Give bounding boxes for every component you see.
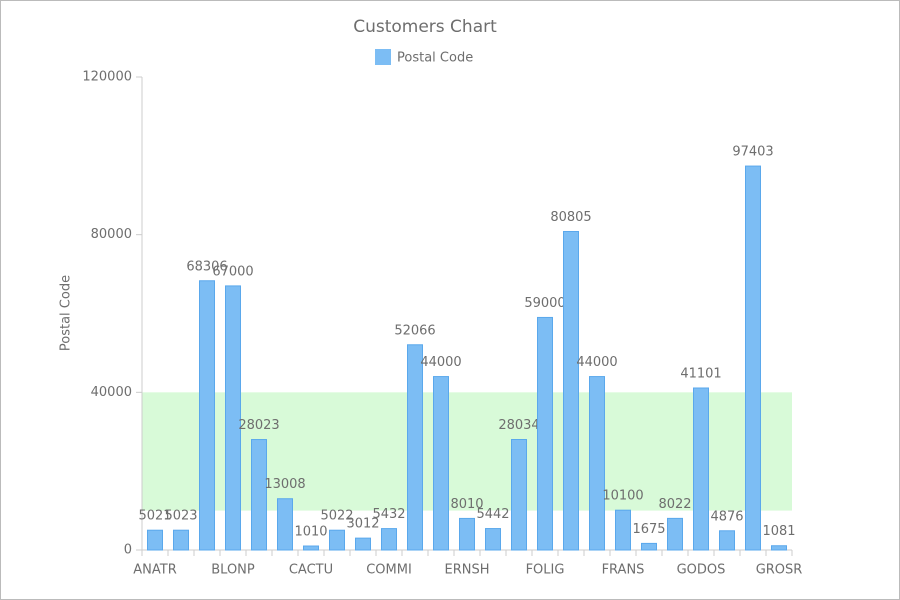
x-tick-label: FRANS: [602, 563, 645, 578]
y-axis-label: Postal Code: [59, 275, 74, 351]
data-label: 28023: [238, 418, 279, 433]
bar: [199, 280, 215, 551]
bar: [589, 376, 605, 551]
data-label: 1675: [632, 522, 665, 537]
data-label: 97403: [732, 145, 773, 160]
data-label: 5023: [164, 509, 197, 524]
data-label: 1010: [294, 525, 327, 540]
x-tick-label: ANATR: [133, 563, 176, 578]
y-tick-label: 120000: [82, 70, 132, 85]
bar: [173, 529, 189, 551]
x-tick-label: CACTU: [289, 563, 333, 578]
data-label: 5022: [320, 509, 353, 524]
bar: [147, 529, 163, 551]
data-label: 10100: [602, 489, 643, 504]
bar: [641, 542, 657, 551]
data-label: 80805: [550, 210, 591, 225]
y-tick-label: 80000: [91, 227, 132, 242]
y-tick-label: 40000: [91, 385, 132, 400]
bar: [459, 517, 475, 551]
bar: [615, 509, 631, 551]
bar: [693, 387, 709, 551]
bar: [563, 230, 579, 551]
data-label: 5442: [476, 507, 509, 522]
bar: [303, 545, 319, 551]
data-label: 44000: [420, 355, 461, 370]
bar: [407, 344, 423, 551]
data-label: 8010: [450, 497, 483, 512]
y-tick-label: 0: [124, 543, 132, 558]
bar: [667, 517, 683, 551]
legend-label[interactable]: Postal Code: [397, 51, 473, 66]
bar: [355, 537, 371, 551]
bar: [277, 498, 293, 551]
data-label: 67000: [212, 264, 253, 279]
chart-title: Customers Chart: [353, 17, 497, 37]
x-tick-label: FOLIG: [526, 563, 565, 578]
x-tick-label: COMMI: [366, 563, 412, 578]
x-tick-label: BLONP: [211, 563, 255, 578]
data-label: 44000: [576, 355, 617, 370]
data-label: 68306: [186, 259, 227, 274]
data-label: 41101: [680, 366, 721, 381]
bar: [537, 316, 553, 551]
data-label: 4876: [710, 509, 743, 524]
data-label: 5432: [372, 507, 405, 522]
x-tick-label: ERNSH: [445, 563, 490, 578]
bar: [329, 529, 345, 551]
plot-band: [142, 392, 792, 511]
bar: [745, 165, 761, 551]
bar: [511, 438, 527, 551]
data-label: 59000: [524, 296, 565, 311]
x-tick-label: GROSR: [756, 563, 803, 578]
data-label: 3012: [346, 517, 379, 532]
data-label: 5021: [138, 509, 171, 524]
data-label: 52066: [394, 323, 435, 338]
bar: [225, 285, 241, 551]
legend-swatch[interactable]: [375, 49, 391, 65]
data-label: 1081: [762, 524, 795, 539]
x-tick-label: GODOS: [677, 563, 726, 578]
data-label: 28034: [498, 418, 539, 433]
data-label: 8022: [658, 497, 691, 512]
bar: [719, 530, 735, 551]
bar: [381, 528, 397, 551]
bar: [251, 439, 267, 551]
bar: [433, 376, 449, 551]
bar: [771, 545, 787, 551]
data-label: 13008: [264, 477, 305, 492]
bar: [485, 528, 501, 551]
